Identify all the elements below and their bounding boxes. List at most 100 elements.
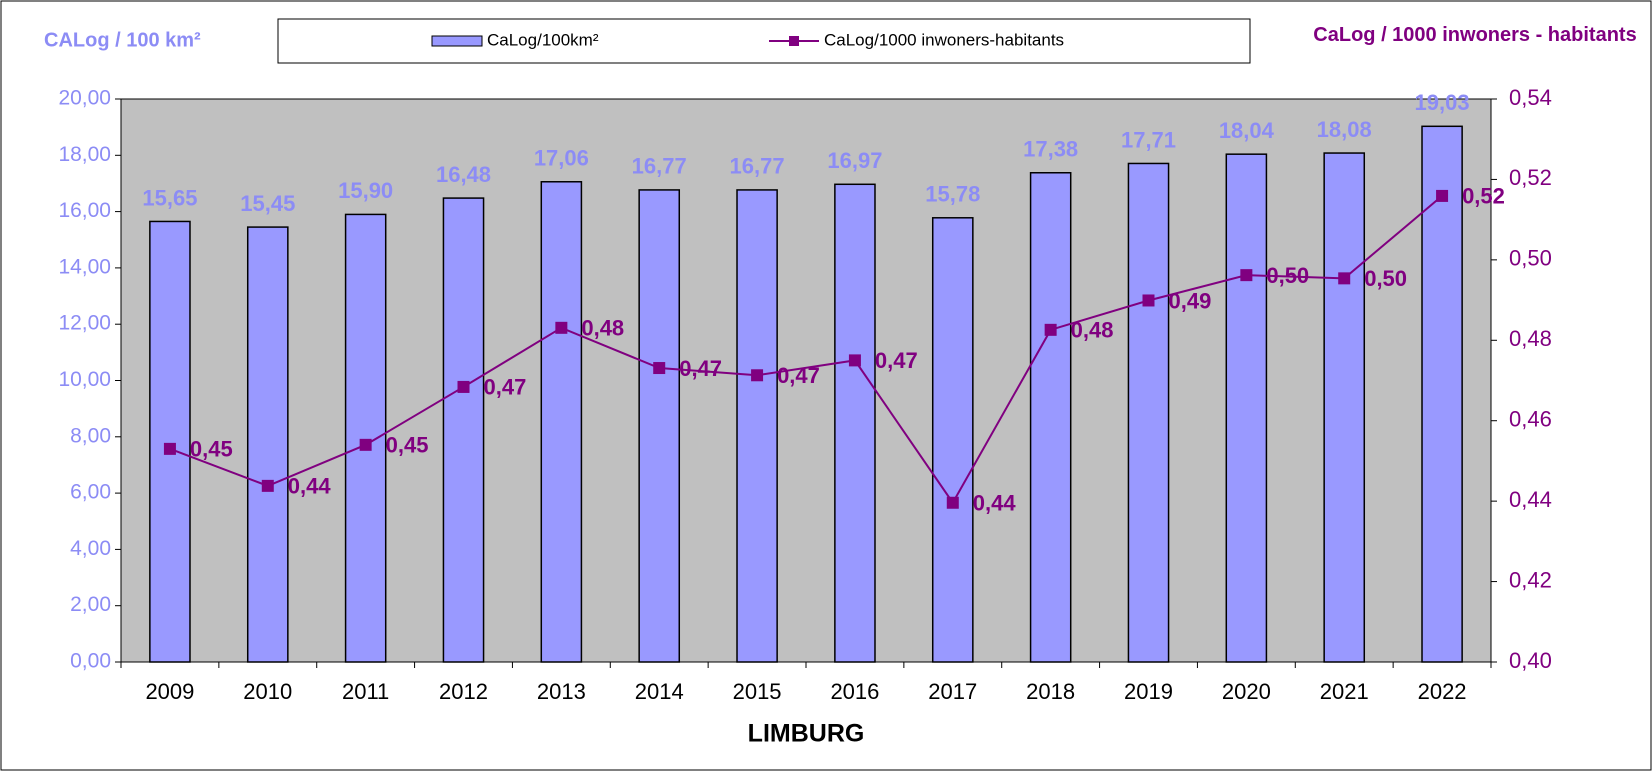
line-value-label: 0,48 [1071,318,1114,343]
x-tick-label: 2021 [1320,679,1369,704]
bar-value-label: 15,90 [338,178,393,203]
line-value-label: 0,47 [679,356,722,381]
x-tick-label: 2022 [1418,679,1467,704]
bar [540,181,583,663]
x-tick-label: 2011 [342,679,389,704]
y2-tick-label: 0,46 [1509,407,1552,432]
line-marker [848,354,861,367]
y-tick-label: 14,00 [58,255,111,278]
legend-label: CaLog/100km² [487,30,599,49]
x-tick-label: 2019 [1124,679,1173,704]
bar-value-label: 15,45 [240,191,295,216]
bar [1029,172,1072,663]
y-tick-label: 20,00 [58,87,111,110]
x-tick-label: 2012 [439,679,488,704]
y-tick-label: 10,00 [58,368,111,391]
x-tick-label: 2017 [928,679,977,704]
line-marker [1338,272,1351,285]
line-value-label: 0,50 [1266,263,1309,288]
x-tick-label: 2018 [1026,679,1075,704]
y2-tick-label: 0,52 [1509,165,1552,190]
y2-axis-title: CaLog / 1000 inwoners - habitants [1313,24,1637,46]
bar-value-label: 17,71 [1121,127,1176,152]
bar [1225,153,1268,663]
x-tick-label: 2020 [1222,679,1271,704]
line-value-label: 0,47 [875,348,918,373]
y-tick-label: 0,00 [70,650,111,673]
bar-value-label: 17,06 [534,146,589,171]
line-value-label: 0,45 [190,437,233,462]
line-marker [1044,323,1057,336]
y2-tick-label: 0,44 [1509,487,1552,512]
y2-tick-label: 0,50 [1509,246,1552,271]
line-marker [555,321,568,334]
bar [638,189,681,663]
y2-tick-label: 0,42 [1509,567,1552,592]
y-tick-label: 6,00 [70,481,111,504]
bar-value-label: 16,77 [730,154,785,179]
bar [834,183,876,663]
line-value-label: 0,47 [777,363,820,388]
line-value-label: 0,44 [973,491,1017,516]
x-tick-label: 2010 [243,679,292,704]
bar [1127,162,1170,663]
line-marker [751,369,764,382]
bar-value-label: 15,78 [925,182,980,207]
line-value-label: 0,48 [581,316,624,341]
line-marker [1240,269,1253,282]
line-marker [1142,294,1155,307]
line-marker [261,479,274,492]
y-tick-label: 2,00 [70,593,111,616]
line-value-label: 0,47 [484,375,527,400]
bar [1323,152,1366,663]
line-value-label: 0,44 [288,474,332,499]
x-tick-label: 2014 [635,679,684,704]
x-tick-label: 2013 [537,679,586,704]
y-tick-label: 18,00 [58,143,111,166]
bar-value-label: 17,38 [1023,137,1078,162]
y-axis-title: CALog / 100 km² [44,29,201,51]
bar-value-label: 15,65 [142,185,197,210]
line-value-label: 0,45 [386,433,429,458]
line-marker [457,380,470,393]
bar-value-label: 16,97 [827,148,882,173]
x-tick-label: 2016 [830,679,879,704]
line-value-label: 0,52 [1462,184,1505,209]
bar [246,226,289,663]
bar-value-label: 19,03 [1415,90,1470,115]
line-marker [359,438,372,451]
y2-tick-label: 0,54 [1509,85,1552,110]
bar [931,217,974,663]
x-axis-title: LIMBURG [748,720,865,748]
legend [277,18,1251,64]
line-marker [653,362,666,375]
bar-value-label: 16,48 [436,162,491,187]
line-marker [163,442,176,455]
line-value-label: 0,49 [1169,288,1212,313]
x-tick-label: 2009 [145,679,194,704]
y2-tick-label: 0,40 [1509,648,1552,673]
x-tick-label: 2015 [733,679,782,704]
line-value-label: 0,50 [1364,266,1407,291]
y-tick-label: 16,00 [58,199,111,222]
legend-swatch [431,35,483,47]
y-tick-label: 4,00 [70,537,111,560]
bar [344,213,387,663]
legend-label: CaLog/1000 inwoners-habitants [824,30,1064,49]
y-tick-label: 12,00 [58,312,111,335]
y2-tick-label: 0,48 [1509,326,1552,351]
bar-value-label: 18,08 [1317,117,1372,142]
bar-value-label: 18,04 [1219,118,1275,143]
line-marker [1436,189,1449,202]
bar [442,197,485,663]
bar [736,189,778,663]
bar [149,220,191,663]
legend-marker [789,36,799,46]
line-marker [946,496,959,509]
line [169,195,1443,505]
bar-value-label: 16,77 [632,154,687,179]
y-tick-label: 8,00 [70,424,111,447]
bar [1421,125,1463,663]
